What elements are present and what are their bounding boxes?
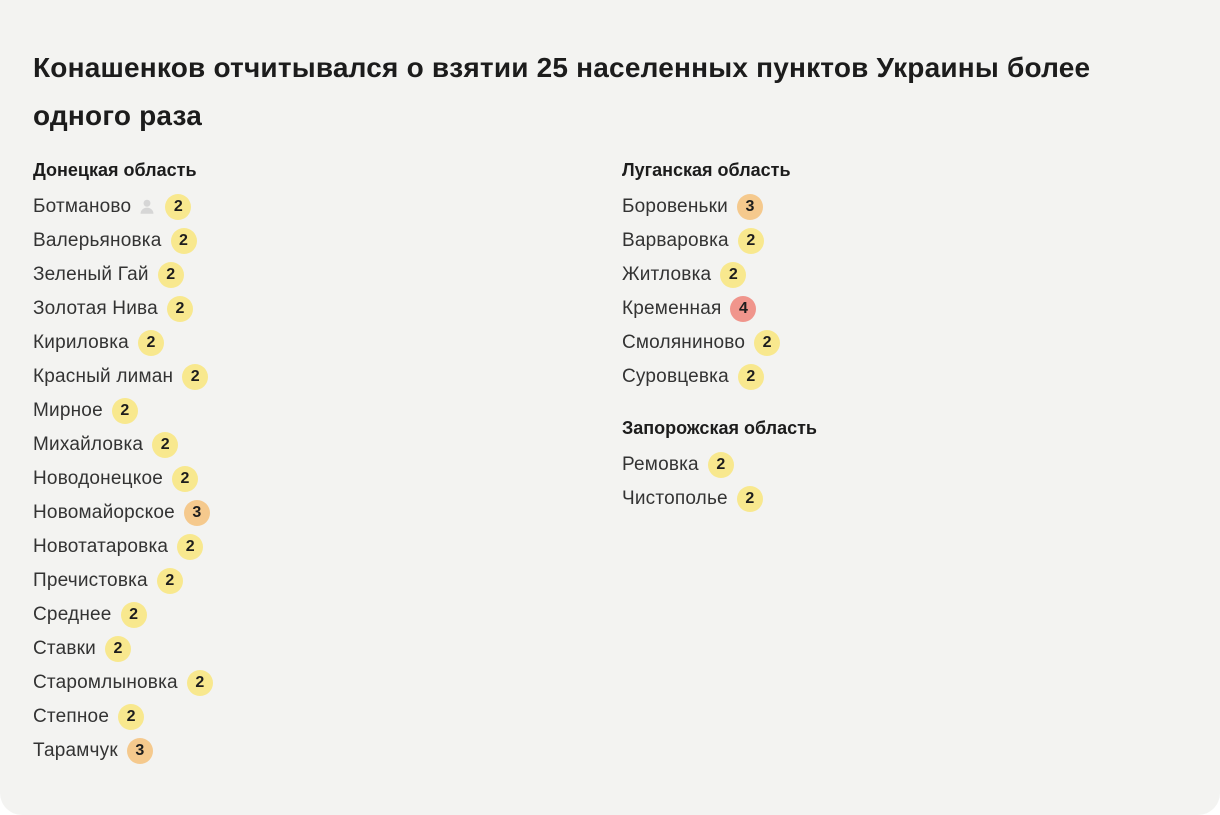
settlement-row: Кириловка 2 — [33, 326, 622, 360]
region-header: Донецкая область — [33, 160, 197, 180]
count-badge: 2 — [105, 636, 131, 662]
settlement-row: Старомлыновка 2 — [33, 666, 622, 700]
region-section: Донецкая область Ботманово 2 Валерьяновк… — [33, 158, 622, 768]
region-header: Луганская область — [622, 160, 791, 180]
count-badge: 2 — [157, 262, 184, 288]
column-left: Донецкая область Ботманово 2 Валерьяновк… — [33, 158, 622, 768]
settlement-name: Чистополье — [622, 488, 728, 509]
count-badge: 2 — [186, 670, 213, 696]
settlement-row: Зеленый Гай 2 — [33, 258, 622, 292]
count-badge: 2 — [177, 534, 204, 560]
count-badge: 3 — [736, 194, 763, 220]
count-badge: 2 — [720, 262, 747, 288]
settlement-row: Кременная 4 — [622, 292, 1187, 326]
page-title: Конашенков отчитывался о взятии 25 насел… — [33, 52, 1091, 131]
count-badge: 2 — [166, 296, 193, 322]
settlement-name: Новотатаровка — [33, 536, 169, 557]
settlement-name: Суровцевка — [622, 366, 729, 387]
settlement-row: Ботманово 2 — [33, 190, 622, 224]
settlement-name: Тарамчук — [33, 740, 118, 761]
settlement-row: Новомайорское 3 — [33, 496, 622, 530]
settlement-row: Михайловка 2 — [33, 428, 622, 462]
count-badge: 3 — [126, 738, 153, 764]
settlement-list: Ремовка 2 Чистополье 2 — [622, 448, 1187, 516]
settlement-name: Боровеньки — [622, 196, 728, 217]
count-badge: 2 — [170, 228, 197, 254]
count-badge: 2 — [171, 466, 198, 492]
settlement-name: Кириловка — [33, 332, 129, 353]
count-badge: 2 — [165, 194, 192, 220]
settlement-name: Ставки — [33, 638, 96, 659]
settlement-name: Житловка — [622, 264, 712, 285]
settlement-row: Ставки 2 — [33, 632, 622, 666]
count-badge: 4 — [730, 296, 757, 322]
settlement-name: Старомлыновка — [33, 672, 178, 693]
settlement-name: Новомайорское — [33, 502, 175, 523]
settlement-row: Житловка 2 — [622, 258, 1187, 292]
count-badge: 2 — [152, 432, 179, 458]
region-section: Запорожская область Ремовка 2 Чистополье… — [622, 416, 1187, 516]
column-right: Луганская область Боровеньки 3 Варваровк… — [622, 158, 1187, 768]
count-badge: 2 — [137, 330, 164, 356]
settlement-row: Степное 2 — [33, 700, 622, 734]
settlement-name: Ботманово — [33, 196, 132, 217]
settlement-row: Суровцевка 2 — [622, 360, 1187, 394]
settlement-name: Среднее — [33, 604, 112, 625]
settlement-list: Боровеньки 3 Варваровка 2 Житловка 2 Кре… — [622, 190, 1187, 394]
settlement-name: Смоляниново — [622, 332, 746, 353]
count-badge: 2 — [120, 602, 147, 628]
columns-container: Донецкая область Ботманово 2 Валерьяновк… — [33, 158, 1187, 768]
count-badge: 2 — [182, 364, 209, 390]
settlement-row: Мирное 2 — [33, 394, 622, 428]
settlement-name: Мирное — [33, 400, 103, 421]
count-badge: 2 — [156, 568, 183, 594]
settlement-name: Золотая Нива — [33, 298, 158, 319]
settlement-row: Тарамчук 3 — [33, 734, 622, 768]
settlement-row: Новотатаровка 2 — [33, 530, 622, 564]
settlement-row: Красный лиман 2 — [33, 360, 622, 394]
settlement-row: Боровеньки 3 — [622, 190, 1187, 224]
count-badge: 2 — [111, 398, 138, 424]
settlement-name: Зеленый Гай — [33, 264, 149, 285]
settlement-name: Степное — [33, 706, 110, 727]
region-section: Луганская область Боровеньки 3 Варваровк… — [622, 158, 1187, 394]
count-badge: 2 — [737, 228, 764, 254]
settlement-name: Пречистовка — [33, 570, 148, 591]
count-badge: 2 — [118, 704, 145, 730]
settlement-name: Валерьяновка — [33, 230, 162, 251]
settlement-row: Варваровка 2 — [622, 224, 1187, 258]
settlement-name: Новодонецкое — [33, 468, 163, 489]
settlement-list: Ботманово 2 Валерьяновка 2 Зеленый Гай 2… — [33, 190, 622, 768]
settlement-row: Среднее 2 — [33, 598, 622, 632]
count-badge: 2 — [754, 330, 781, 356]
settlement-name: Варваровка — [622, 230, 729, 251]
count-badge: 2 — [737, 364, 764, 390]
settlement-name: Михайловка — [33, 434, 144, 455]
settlement-row: Ремовка 2 — [622, 448, 1187, 482]
settlement-name: Кременная — [622, 298, 722, 319]
count-badge: 2 — [736, 486, 763, 512]
settlement-row: Новодонецкое 2 — [33, 462, 622, 496]
settlement-name: Ремовка — [622, 454, 699, 475]
person-icon[interactable] — [138, 198, 156, 216]
settlement-row: Чистополье 2 — [622, 482, 1187, 516]
count-badge: 2 — [707, 452, 734, 478]
count-badge: 3 — [183, 500, 210, 526]
settlement-row: Золотая Нива 2 — [33, 292, 622, 326]
settlement-row: Пречистовка 2 — [33, 564, 622, 598]
settlement-row: Валерьяновка 2 — [33, 224, 622, 258]
settlement-row: Смоляниново 2 — [622, 326, 1187, 360]
settlement-name: Красный лиман — [33, 366, 174, 387]
region-header: Запорожская область — [622, 418, 817, 438]
